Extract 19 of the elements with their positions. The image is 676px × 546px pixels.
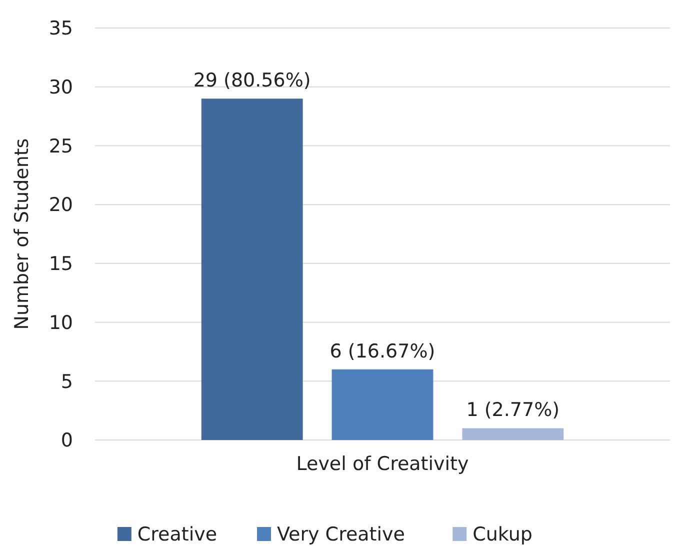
x-tick-label: Level of Creativity: [296, 453, 469, 475]
legend-label: Very Creative: [277, 524, 405, 546]
y-tick-label: 5: [60, 370, 73, 393]
y-tick-label: 10: [48, 312, 73, 334]
y-axis-title: Number of Students: [11, 138, 33, 330]
y-tick-label: 0: [60, 430, 73, 452]
data-label: 6 (16.67%): [330, 340, 436, 362]
data-label: 29 (80.56%): [193, 70, 311, 92]
bar: [332, 369, 434, 440]
bar: [201, 98, 303, 440]
bar: [462, 428, 564, 440]
y-tick-label: 35: [48, 18, 73, 40]
legend-label: Creative: [137, 524, 218, 546]
y-tick-label: 30: [48, 76, 73, 99]
y-tick-label: 20: [48, 194, 73, 216]
data-label: 1 (2.77%): [466, 399, 560, 422]
y-tick-label: 15: [48, 253, 73, 276]
y-tick-label: 25: [48, 135, 73, 158]
legend-label: Cukup: [472, 524, 532, 546]
